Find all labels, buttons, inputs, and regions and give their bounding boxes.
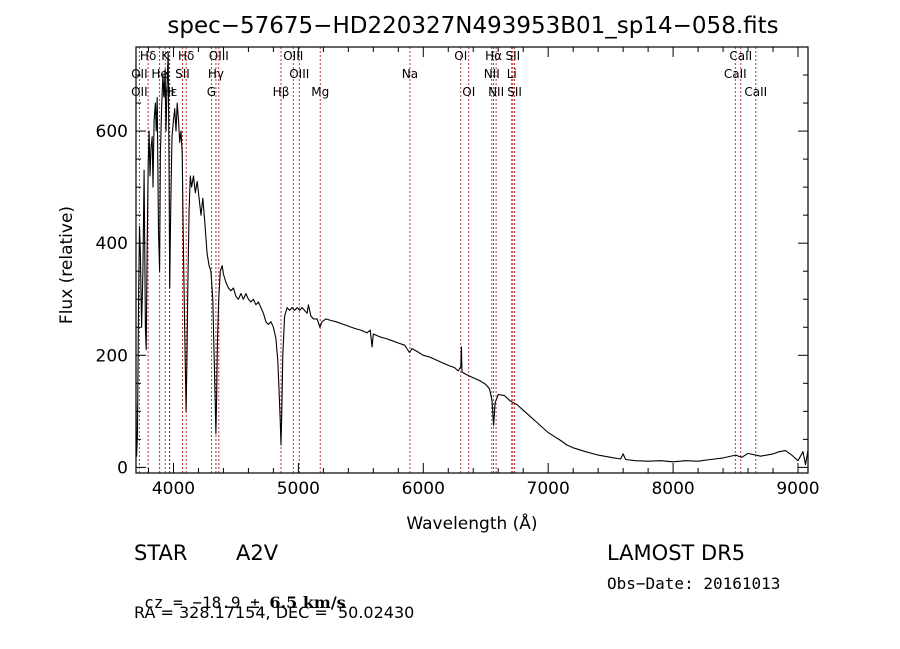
y-axis-label: Flux (relative): [57, 206, 77, 324]
line-marker-label: OI: [454, 49, 467, 63]
velocity-readout: cz = −18.9 ± 6.5 km/s: [134, 574, 346, 612]
y-tick-label: 200: [96, 346, 128, 366]
observation-date: Obs−Date: 20161013: [607, 574, 781, 593]
x-tick-label: 7000: [527, 479, 570, 499]
line-marker-label: SII: [507, 85, 522, 99]
line-marker-label: OIII: [289, 67, 309, 81]
x-axis: 4000 5000 6000 7000 8000 9000: [147, 47, 820, 499]
survey-name: LAMOST DR5: [607, 541, 746, 565]
x-tick-label: 9000: [776, 479, 819, 499]
line-marker-label: CaII: [724, 67, 747, 81]
spectral-line-markers: [138, 47, 757, 473]
line-marker-label: OI: [462, 85, 475, 99]
line-marker-label: SII: [505, 49, 520, 63]
line-marker-label: NII: [484, 67, 500, 81]
line-marker-label: Na: [402, 67, 418, 81]
line-marker-label: SII: [175, 67, 190, 81]
line-marker-label: Li: [507, 67, 517, 81]
line-marker-label: CaII: [744, 85, 767, 99]
line-marker-label: H: [165, 85, 174, 99]
line-marker-label: NII: [488, 85, 504, 99]
x-tick-label: 4000: [152, 479, 195, 499]
line-marker-label: Hβ: [273, 85, 290, 99]
line-marker-label: Hα: [485, 49, 502, 63]
object-class: STAR: [134, 541, 188, 565]
line-marker-label: Hγ: [208, 67, 224, 81]
x-tick-label: 8000: [651, 479, 694, 499]
y-axis: 0 200 400 600: [96, 74, 808, 478]
line-marker-label: G: [207, 85, 216, 99]
y-tick-label: 0: [117, 458, 128, 478]
x-tick-label: 6000: [402, 479, 445, 499]
line-marker-label: CaII: [729, 49, 752, 63]
coordinates: RA = 328.17154, DEC = 50.02430: [134, 603, 415, 622]
velocity-value: cz = −18.9 ±: [144, 593, 270, 612]
line-marker-label: OIII: [283, 49, 303, 63]
y-tick-label: 400: [96, 234, 128, 254]
y-tick-label: 600: [96, 122, 128, 142]
line-marker-label: Hδ: [178, 49, 194, 63]
spectrum-series-line: [135, 52, 809, 466]
line-marker-label: OII: [131, 67, 148, 81]
line-marker-label: Mg: [311, 85, 329, 99]
plot-frame: [135, 46, 809, 474]
velocity-error: 6.5 km/s: [269, 593, 346, 612]
line-marker-label: Hδ: [140, 49, 156, 63]
line-marker-label: OIII: [209, 49, 229, 63]
line-marker-label: He: [151, 67, 167, 81]
object-subclass: A2V: [236, 541, 279, 565]
line-marker-label: OII: [131, 85, 148, 99]
chart-title: spec−57675−HD220327N493953B01_sp14−058.f…: [167, 13, 778, 39]
x-tick-label: 5000: [277, 479, 320, 499]
x-axis-label: Wavelength (Å): [406, 512, 537, 534]
line-marker-label: K: [161, 49, 170, 63]
